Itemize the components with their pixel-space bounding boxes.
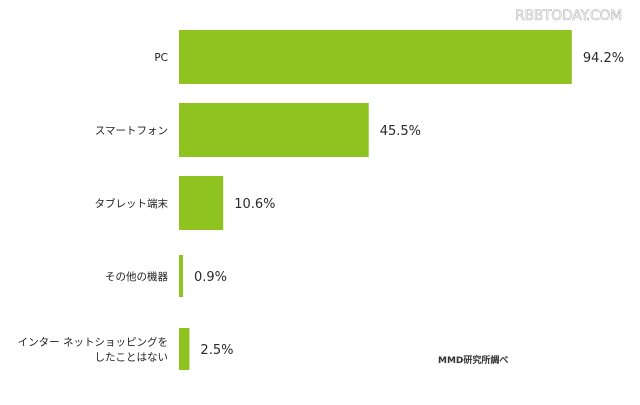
category-label-2: タブレット端末: [95, 197, 169, 210]
category-label-line: その他の機器: [105, 270, 168, 283]
watermark-text: RBBTODAY.COM: [515, 8, 622, 24]
bar-4: [179, 328, 190, 370]
value-labels-group: 94.2% 45.5% 10.6% 0.9% 2.5%: [194, 51, 624, 358]
value-label-3: 0.9%: [194, 270, 227, 285]
bar-1: [179, 103, 369, 157]
category-label-line: したことはない: [95, 352, 169, 364]
category-label-line: タブレット端末: [95, 197, 169, 210]
bars-group: [179, 30, 572, 370]
category-label-4: インター ネットショッピングをしたことはない: [18, 336, 168, 364]
bar-3: [179, 255, 183, 297]
value-label-2: 10.6%: [234, 197, 275, 212]
bar-2: [179, 176, 224, 230]
value-label-1: 45.5%: [380, 124, 421, 139]
value-label-4: 2.5%: [200, 343, 233, 358]
category-label-line: インター ネットショッピングを: [18, 336, 168, 349]
category-label-line: スマートフォン: [95, 125, 168, 137]
category-label-1: スマートフォン: [95, 125, 168, 137]
category-label-0: PC: [154, 52, 168, 64]
category-label-line: PC: [154, 52, 168, 64]
category-label-3: その他の機器: [105, 270, 168, 283]
source-label: MMD研究所調べ: [438, 354, 508, 366]
value-label-0: 94.2%: [583, 51, 624, 66]
bar-0: [179, 30, 572, 84]
